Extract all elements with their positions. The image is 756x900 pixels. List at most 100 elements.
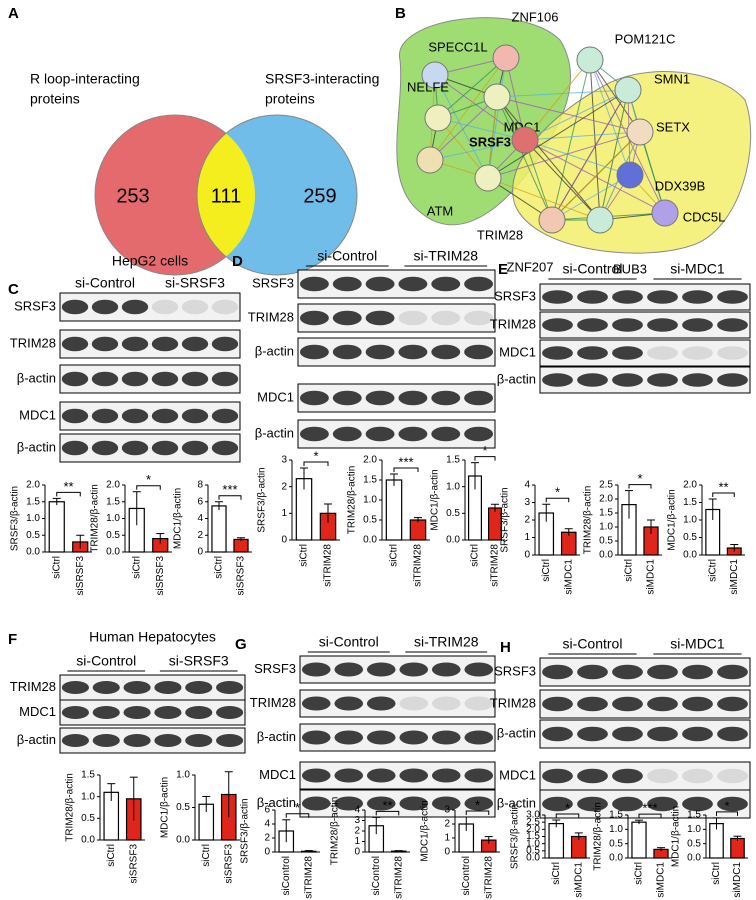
blot-band xyxy=(299,344,329,360)
y-tick-label: 0 xyxy=(354,847,360,858)
blot-row-label: MDC1 xyxy=(19,704,56,719)
blot-band xyxy=(612,346,643,360)
blot-frame xyxy=(539,311,751,339)
bar xyxy=(48,501,65,553)
y-tick-label: 0.0 xyxy=(26,547,40,558)
sig-bracket xyxy=(393,467,419,472)
blot-band xyxy=(211,336,239,352)
blot-band xyxy=(334,796,364,811)
blot-band xyxy=(577,696,608,712)
x-tick-label: siCtrl xyxy=(106,844,117,867)
node-label: CDC5L xyxy=(683,209,726,224)
x-tick-label: siSRSF3 xyxy=(128,844,139,884)
blot-band xyxy=(61,440,89,456)
blot-band xyxy=(542,796,573,812)
blot-band xyxy=(647,373,678,387)
x-tick-label: siCtrl xyxy=(299,544,310,567)
group-label: si-Control xyxy=(76,653,136,669)
x-tick-label: siCtrl xyxy=(51,556,62,579)
x-tick-label: siSRSF3 xyxy=(75,556,86,596)
network-node xyxy=(492,44,520,72)
x-tick-label: siMDC1 xyxy=(656,862,667,898)
blot-band xyxy=(612,373,643,387)
blot-band xyxy=(647,664,678,680)
network-node xyxy=(483,83,511,111)
x-tick-label: siCtrl xyxy=(634,862,645,885)
blot-band xyxy=(332,310,362,326)
blot-band xyxy=(334,662,364,677)
blot-band xyxy=(216,734,244,747)
x-tick-label: siCtrl xyxy=(707,559,718,582)
x-tick-label: siControl xyxy=(281,856,292,895)
y-tick-label: 0 xyxy=(197,547,203,558)
significance: *** xyxy=(222,482,237,497)
y-tick-label: 2 xyxy=(281,481,287,492)
blot-frame xyxy=(59,329,241,359)
blot-band xyxy=(577,796,608,812)
node-label: TRIM28 xyxy=(477,227,523,242)
network-edge xyxy=(599,89,629,221)
blot-row-label: TRIM28 xyxy=(248,309,294,324)
bar xyxy=(385,479,403,541)
y-tick-label: 1.5 xyxy=(446,455,460,466)
network-node xyxy=(511,126,539,154)
network-edge xyxy=(434,74,489,179)
network-edge xyxy=(487,89,629,179)
network-edge xyxy=(487,131,641,179)
network-edge xyxy=(496,89,629,98)
blot-frame xyxy=(539,339,751,367)
sig-bracket xyxy=(136,485,161,490)
y-tick-label: 8 xyxy=(197,480,203,491)
y-tick-label: 3 xyxy=(281,455,287,466)
blot-band xyxy=(61,706,89,719)
blot-band xyxy=(682,373,713,387)
blot-band xyxy=(61,371,89,387)
blot-band xyxy=(464,276,494,292)
x-tick-label: siControl xyxy=(371,856,382,895)
group-label: si-MDC1 xyxy=(670,636,725,652)
y-tick-label: 1.5 xyxy=(26,496,40,507)
blot-band xyxy=(181,408,209,424)
y-tick-label: 0.5 xyxy=(26,530,40,541)
blot-band xyxy=(431,730,461,745)
y-tick-label: 0.5 xyxy=(609,838,623,849)
significance: * xyxy=(146,472,151,487)
blot-frame xyxy=(59,292,241,322)
y-tick-label: 1.5 xyxy=(683,497,697,508)
blot-band xyxy=(431,310,461,326)
node-label: BUB3 xyxy=(613,261,647,276)
node-label: ZNF207 xyxy=(507,259,554,274)
blot-band xyxy=(92,734,120,747)
blot-band xyxy=(431,276,461,292)
group-label: si-MDC1 xyxy=(670,261,725,277)
blot-band xyxy=(61,299,89,315)
significance: * xyxy=(555,485,560,500)
group-label: si-Control xyxy=(563,261,623,277)
blot-band xyxy=(154,706,182,719)
blot-band xyxy=(332,390,362,406)
blot-band xyxy=(216,681,244,694)
bar xyxy=(548,822,565,859)
x-tick-label: siTRIM28 xyxy=(483,856,494,899)
network-edge xyxy=(524,139,631,176)
blot-band xyxy=(542,768,573,784)
blot-band xyxy=(682,768,713,784)
blot-band xyxy=(299,310,329,326)
y-tick-label: 4 xyxy=(524,480,530,491)
node-label: DDX39B xyxy=(655,178,706,193)
y-axis-label: SRSF3/β-actin xyxy=(510,804,521,869)
y-tick-label: 1.0 xyxy=(526,838,540,849)
significance: ** xyxy=(718,479,728,494)
blot-band xyxy=(542,664,573,680)
x-tick-label: siSRSF3 xyxy=(236,556,247,596)
venn-label: proteins xyxy=(30,91,80,107)
y-axis-label: TRIM28/β-actin xyxy=(347,466,358,535)
y-tick-label: 0.5 xyxy=(526,845,540,856)
blot-band xyxy=(123,734,151,747)
blot-frame xyxy=(59,727,246,754)
x-tick-label: siTRIM28 xyxy=(323,544,334,587)
blot-band xyxy=(717,318,748,332)
blot-band xyxy=(612,726,643,742)
blot-band xyxy=(332,276,362,292)
